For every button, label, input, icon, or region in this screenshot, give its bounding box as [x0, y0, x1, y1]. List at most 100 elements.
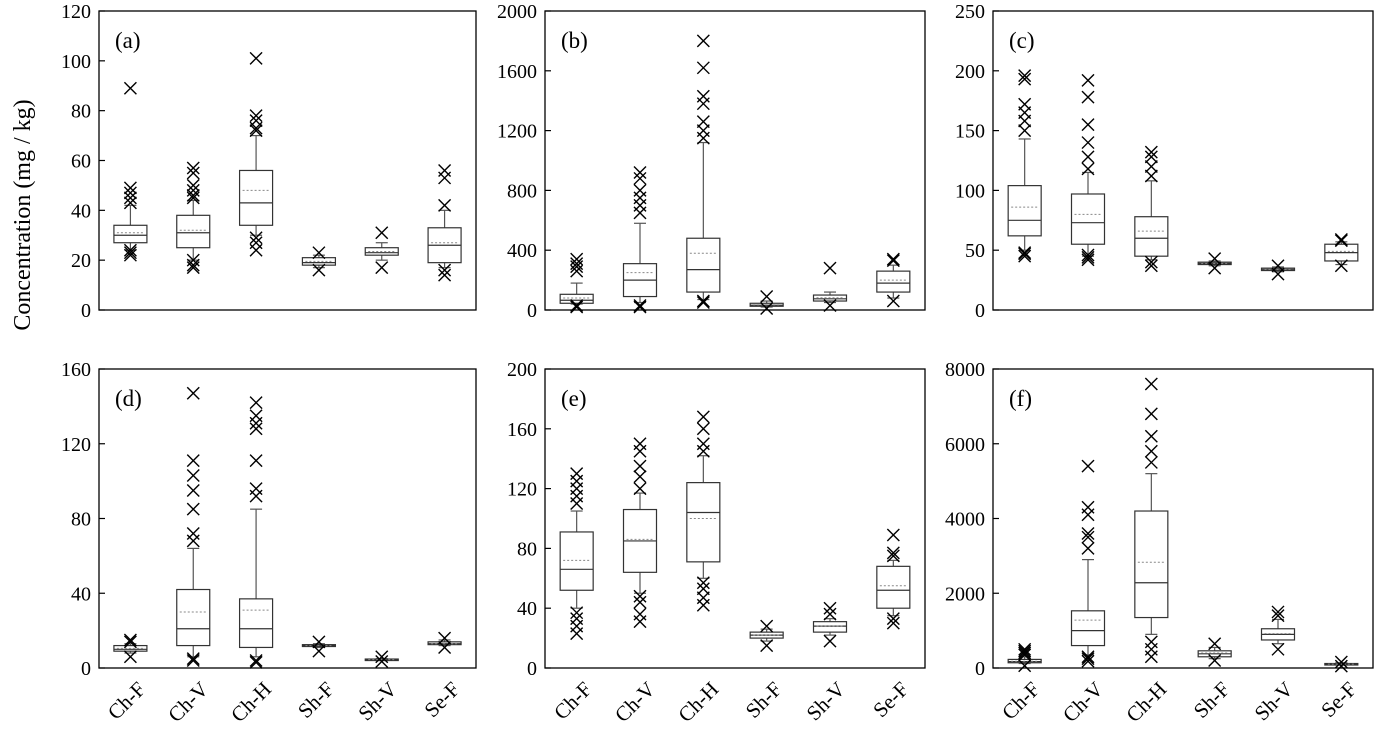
outlier-stroke [375, 226, 389, 240]
outlier-stroke [186, 469, 200, 483]
outlier-stroke [1018, 249, 1032, 263]
panel-label: (e) [561, 386, 587, 411]
outlier-stroke [1271, 609, 1285, 623]
box-sh-v [812, 601, 848, 648]
outlier-stroke [1081, 250, 1095, 264]
outlier-stroke [249, 231, 263, 245]
outlier-marker [1081, 162, 1095, 176]
outlier-marker [186, 469, 200, 483]
outlier-marker [186, 161, 200, 175]
outlier-stroke [633, 299, 647, 313]
outlier-marker [1081, 136, 1095, 150]
outlier-stroke [760, 290, 774, 304]
outlier-stroke [249, 454, 263, 468]
outlier-stroke [1208, 637, 1222, 651]
outlier-stroke [186, 526, 200, 540]
iqr-box [1134, 216, 1169, 257]
outlier-marker [1081, 73, 1095, 87]
outlier-stroke [438, 198, 452, 212]
outlier-stroke [1081, 654, 1095, 668]
outlier-marker [438, 198, 452, 212]
outlier-stroke [1081, 459, 1095, 473]
outlier-stroke [1334, 234, 1348, 248]
outlier-marker [1081, 250, 1095, 264]
outlier-stroke [696, 294, 710, 308]
outlier-marker [123, 246, 137, 260]
outlier-stroke [570, 300, 584, 314]
outlier-stroke [1334, 659, 1348, 673]
outlier-marker [696, 437, 710, 451]
outlier-marker [123, 181, 137, 195]
category-label: Ch-V [1058, 677, 1108, 727]
outlier-marker [1018, 69, 1032, 83]
box-ch-f [559, 467, 594, 641]
outlier-stroke [886, 546, 900, 560]
y-tick-label: 160 [507, 419, 537, 441]
panel-label: (c) [1009, 28, 1035, 53]
outlier-marker [1018, 659, 1032, 673]
outlier-marker [186, 178, 200, 192]
outlier-marker [886, 549, 900, 563]
outlier-stroke [633, 595, 647, 609]
y-tick-label: 160 [61, 359, 91, 381]
outlier-marker [1144, 159, 1158, 173]
y-tick-label: 80 [71, 101, 91, 123]
outlier-stroke [249, 396, 263, 410]
outlier-stroke [1018, 246, 1032, 260]
y-tick-label: 0 [975, 658, 985, 680]
outlier-marker [438, 631, 452, 645]
outlier-stroke [1144, 159, 1158, 173]
category-label: Se-F [868, 677, 913, 722]
outlier-stroke [123, 248, 137, 262]
y-tick-label: 200 [507, 359, 537, 381]
box-ch-f [113, 633, 148, 664]
outlier-stroke [823, 299, 837, 313]
iqr-box [176, 214, 211, 249]
outlier-marker [249, 655, 263, 669]
outlier-marker [633, 595, 647, 609]
outlier-marker [1018, 72, 1032, 86]
box-sh-f [1197, 252, 1232, 275]
panel-label: (a) [115, 28, 141, 53]
outlier-marker [438, 263, 452, 277]
panel-f: 0 2000 4000 6000 8000 (f) Ch-F Ch-V Ch-H Sh-F Sh-V… [945, 359, 1374, 727]
category-label: Ch-F [549, 677, 597, 725]
outlier-marker [312, 644, 326, 658]
outlier-stroke [123, 243, 137, 257]
box-ch-h [686, 34, 721, 310]
outlier-stroke [1081, 652, 1095, 666]
y-tick-label: 2000 [945, 583, 985, 605]
outlier-stroke [1018, 247, 1032, 261]
box-sh-v [1260, 259, 1296, 281]
outlier-stroke [1144, 150, 1158, 164]
outlier-marker [123, 186, 137, 200]
outlier-stroke [760, 619, 774, 633]
iqr-box [812, 621, 848, 633]
outlier-marker [123, 248, 137, 262]
outlier-stroke [123, 181, 137, 195]
outlier-marker [186, 654, 200, 668]
y-tick-label: 1200 [497, 121, 537, 143]
outlier-marker [1018, 646, 1032, 660]
outlier-marker [1081, 650, 1095, 664]
outlier-marker [886, 294, 900, 308]
outlier-stroke [633, 459, 647, 473]
outlier-marker [249, 482, 263, 496]
outlier-stroke [1271, 642, 1285, 656]
outlier-stroke [186, 258, 200, 272]
outlier-stroke [570, 299, 584, 313]
outlier-marker [760, 290, 774, 304]
outlier-marker [1144, 145, 1158, 159]
y-tick-label: 0 [81, 658, 91, 680]
outlier-marker [1018, 642, 1032, 656]
outlier-stroke [823, 607, 837, 621]
category-label: Ch-F [997, 677, 1045, 725]
outlier-stroke [1144, 455, 1158, 469]
iqr-box [559, 293, 594, 304]
outlier-stroke [249, 124, 263, 138]
outlier-marker [1081, 253, 1095, 267]
outlier-marker [633, 459, 647, 473]
box-sh-f [1197, 637, 1232, 668]
outlier-marker [249, 124, 263, 138]
outlier-marker [1334, 659, 1348, 673]
